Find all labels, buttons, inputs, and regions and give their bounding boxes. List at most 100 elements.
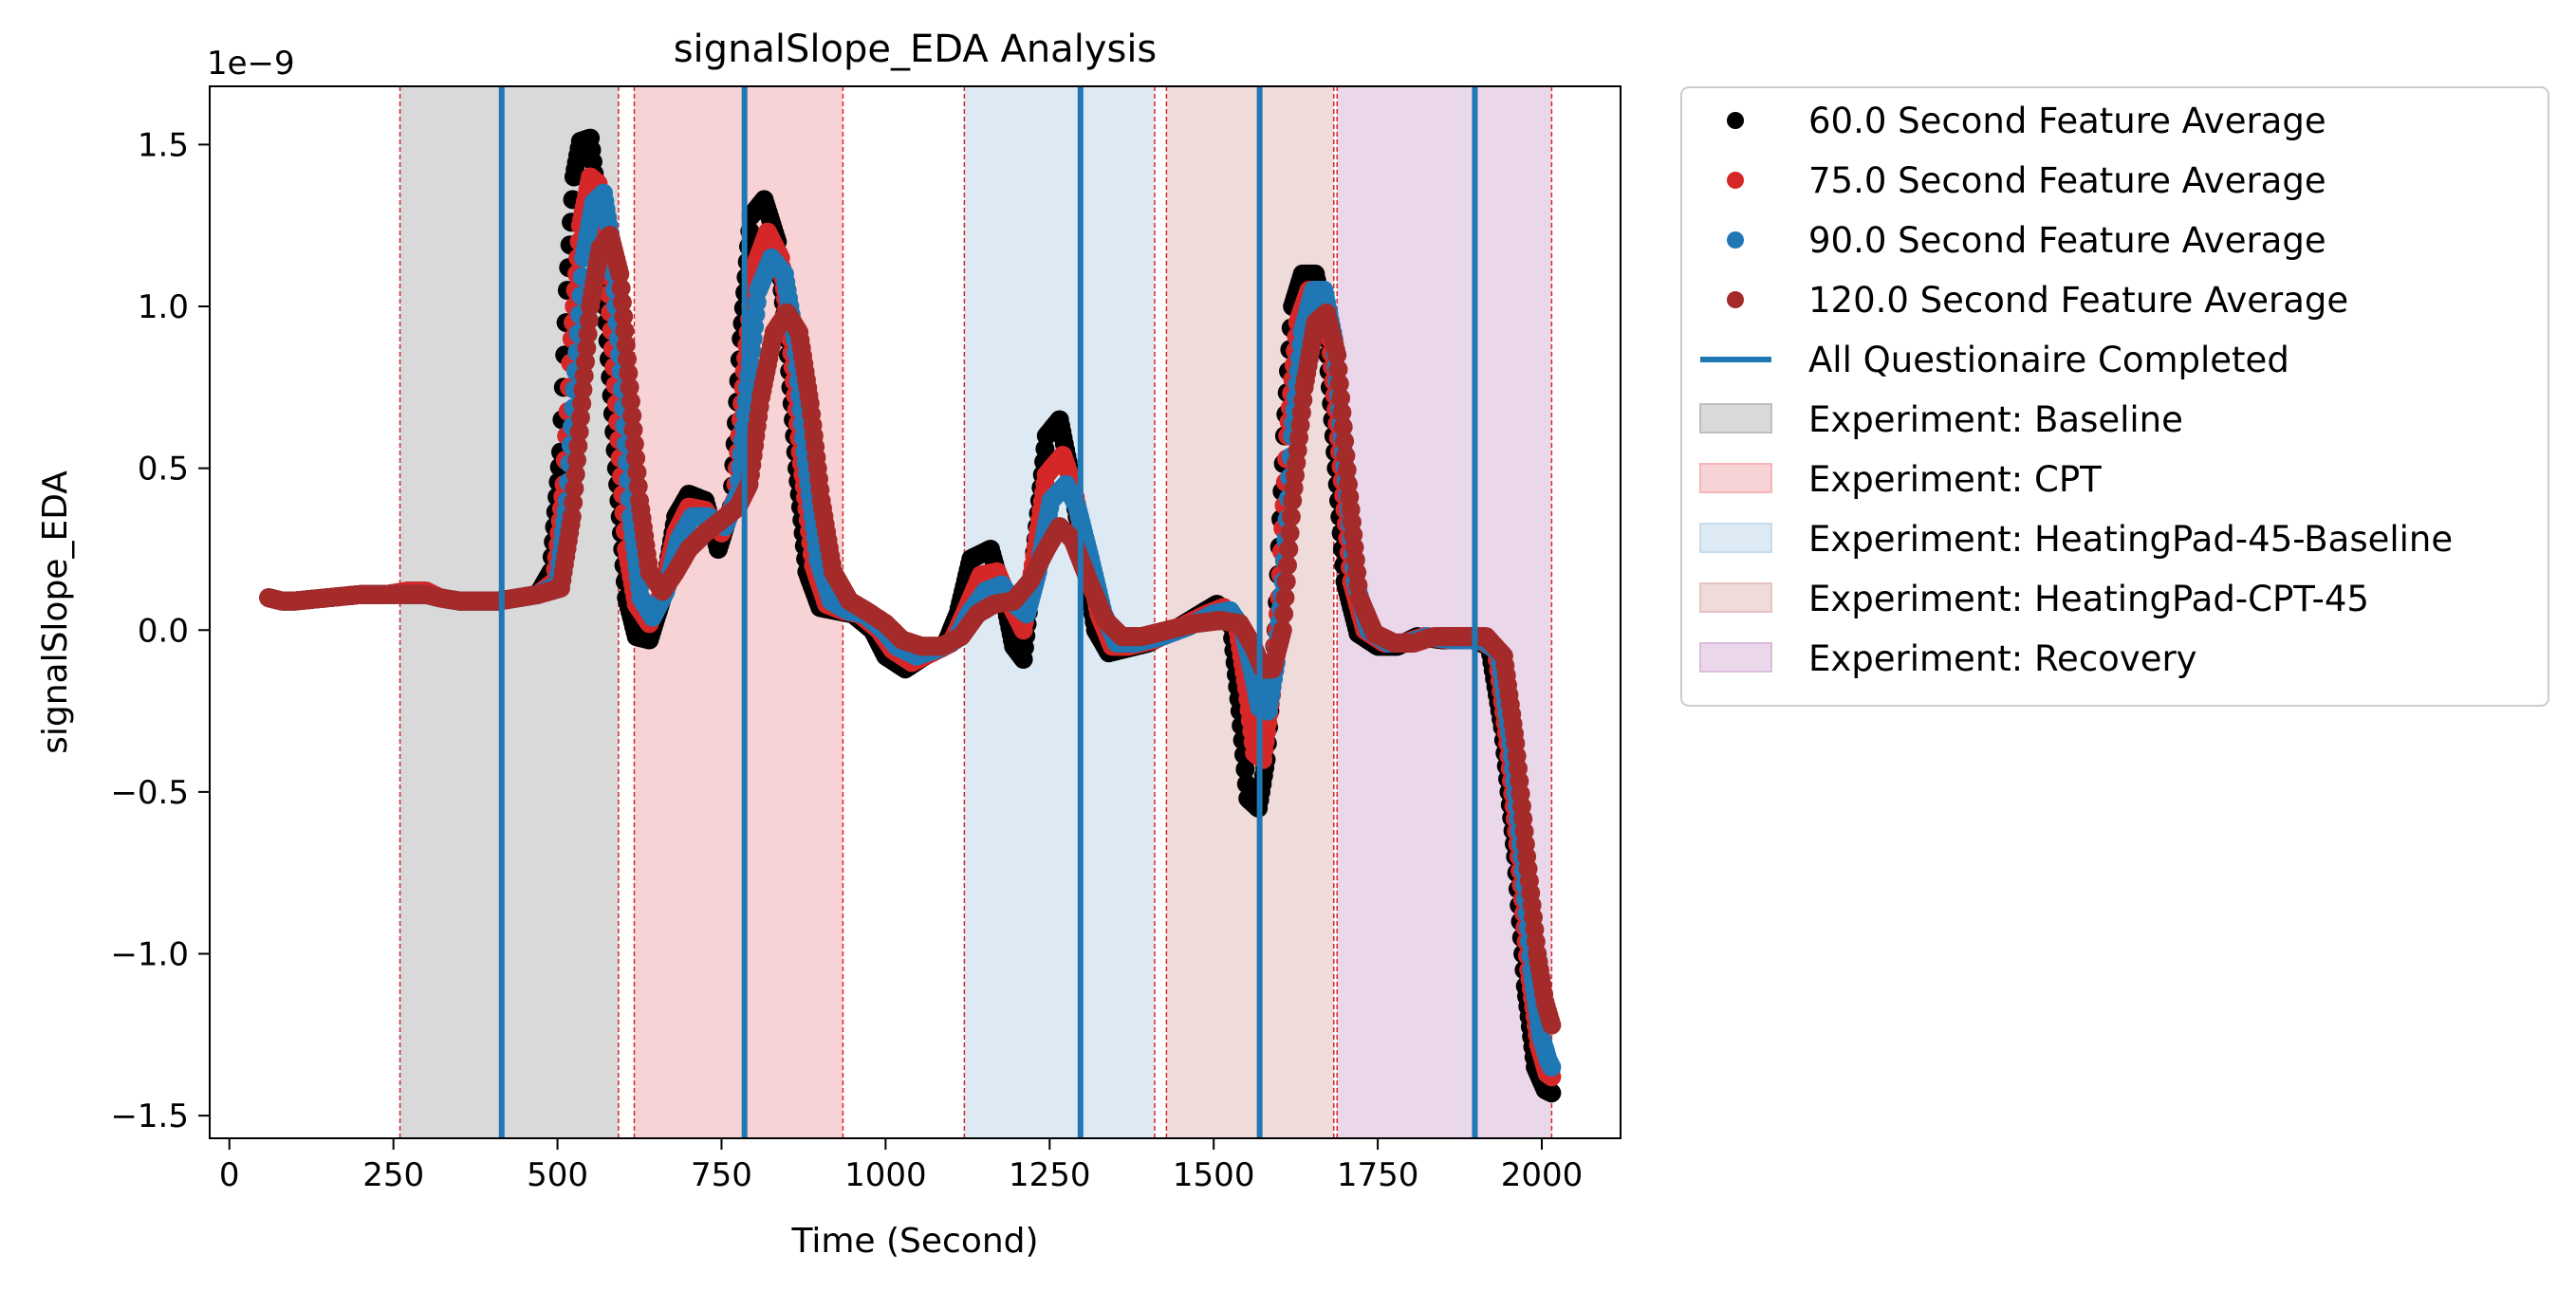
data-point: [1542, 1057, 1562, 1077]
data-point: [610, 264, 630, 284]
y-tick-label: −1.5: [110, 1097, 189, 1135]
legend-marker-series-1: [1727, 112, 1744, 129]
x-tick-label: 500: [527, 1156, 588, 1194]
data-point: [1272, 620, 1292, 640]
data-point: [618, 349, 637, 369]
legend-marker-series-2: [1727, 172, 1744, 189]
data-point: [619, 363, 639, 383]
data-point: [612, 292, 632, 312]
data-point: [1274, 604, 1294, 624]
data-point: [562, 507, 582, 526]
legend-label-series-4: 120.0 Second Feature Average: [1808, 280, 2348, 321]
legend-swatch-experiment-4: [1699, 582, 1772, 613]
legend-label-series-2: 75.0 Second Feature Average: [1808, 160, 2326, 201]
x-axis-label: Time (Second): [790, 1222, 1038, 1261]
data-point: [1328, 360, 1348, 379]
data-point: [578, 324, 598, 344]
data-point: [1278, 556, 1297, 575]
data-point: [1281, 507, 1301, 526]
data-point: [614, 306, 634, 326]
plot-area: [259, 86, 1562, 1138]
x-tick-label: 1750: [1337, 1156, 1419, 1194]
legend-label-questionnaire: All Questionaire Completed: [1808, 340, 2289, 380]
data-point: [1332, 402, 1352, 422]
data-point: [1337, 460, 1357, 480]
chart-title: signalSlope_EDA Analysis: [674, 28, 1158, 71]
data-point: [621, 392, 640, 412]
data-point: [628, 476, 648, 496]
data-point: [565, 479, 584, 498]
data-point: [1333, 417, 1353, 437]
x-tick-label: 1500: [1173, 1156, 1255, 1194]
legend-label-series-1: 60.0 Second Feature Average: [1808, 101, 2326, 141]
data-point: [569, 422, 589, 442]
data-point: [1331, 388, 1351, 408]
legend-box: [1680, 86, 2549, 707]
legend-label-experiment-5: Experiment: Recovery: [1808, 638, 2197, 679]
legend-label-experiment-3: Experiment: HeatingPad-45-Baseline: [1808, 519, 2453, 560]
x-tick-label: 0: [219, 1156, 240, 1194]
data-point: [622, 406, 642, 426]
legend-swatch-experiment-2: [1699, 463, 1772, 493]
data-point: [1276, 572, 1296, 592]
legend-label-series-3: 90.0 Second Feature Average: [1808, 220, 2326, 261]
x-tick-label: 250: [362, 1156, 424, 1194]
y-tick-label: −0.5: [110, 774, 189, 812]
data-point: [1235, 760, 1255, 779]
x-tick-label: 1250: [1009, 1156, 1091, 1194]
data-point: [1327, 345, 1347, 365]
legend-label-experiment-1: Experiment: Baseline: [1808, 399, 2183, 440]
data-point: [576, 352, 595, 372]
legend-label-experiment-2: Experiment: CPT: [1808, 459, 2102, 500]
legend-marker-series-4: [1727, 291, 1744, 308]
data-point: [626, 449, 646, 468]
data-point: [616, 335, 636, 355]
data-point: [615, 321, 635, 341]
legend-marker-series-3: [1727, 231, 1744, 249]
y-tick-label: −1.0: [110, 935, 189, 973]
data-point: [1542, 1015, 1562, 1035]
legend: 60.0 Second Feature Average 75.0 Second F…: [1680, 86, 2549, 707]
legend-swatch-experiment-5: [1699, 642, 1772, 673]
legend-swatch-experiment-1: [1699, 403, 1772, 433]
data-point: [1236, 774, 1256, 794]
data-point: [565, 465, 585, 485]
plot-content: [259, 86, 1562, 1138]
data-point: [564, 492, 584, 512]
data-point: [627, 462, 647, 482]
data-point: [1275, 588, 1295, 608]
y-tick-label: 1.0: [138, 288, 189, 326]
data-point: [1335, 432, 1355, 452]
data-point: [1329, 374, 1349, 394]
y-axis-label: signalSlope_EDA: [36, 470, 75, 754]
x-tick-label: 1000: [844, 1156, 927, 1194]
data-point: [572, 394, 592, 414]
data-point: [611, 278, 631, 298]
y-tick-label: 0.0: [138, 612, 189, 650]
data-point: [567, 451, 586, 470]
axes-frame: [209, 85, 1622, 1139]
legend-label-experiment-4: Experiment: HeatingPad-CPT-45: [1808, 579, 2369, 619]
y-tick-label: 0.5: [138, 451, 189, 489]
axes: 0 250 500 750 1000 1250 1500 1750 2000 −1.5 −1.0 −0…: [110, 85, 1622, 1194]
data-point: [623, 420, 643, 440]
data-point: [624, 434, 644, 454]
data-point: [620, 378, 639, 397]
legend-swatch-experiment-3: [1699, 523, 1772, 553]
data-point: [577, 338, 597, 358]
x-tick-label: 2000: [1501, 1156, 1584, 1194]
x-tick-label: 750: [691, 1156, 752, 1194]
y-tick-label: 1.5: [138, 126, 189, 164]
data-point: [1280, 523, 1300, 543]
series-4-points: [259, 226, 1562, 1035]
y-axis-offset-text: 1e−9: [207, 45, 295, 83]
data-point: [1279, 540, 1299, 559]
data-point: [568, 436, 588, 456]
data-point: [1542, 1083, 1562, 1103]
data-point: [570, 408, 590, 428]
data-point: [1336, 446, 1356, 466]
data-point: [574, 366, 594, 386]
data-point: [579, 310, 599, 330]
data-point: [573, 379, 593, 399]
